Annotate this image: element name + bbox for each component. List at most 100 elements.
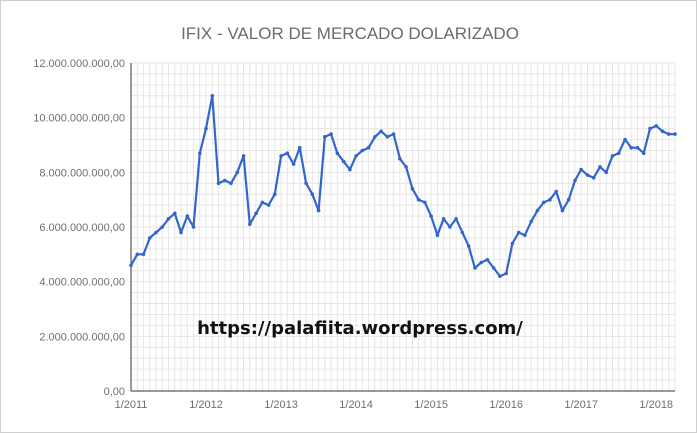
data-point <box>210 94 215 98</box>
data-point <box>416 197 421 202</box>
data-point <box>148 236 152 240</box>
y-tick-label: 2.000.000.000,00 <box>39 331 125 343</box>
data-point <box>579 167 583 172</box>
data-point <box>454 217 458 221</box>
data-point <box>304 181 308 186</box>
data-point <box>410 186 415 191</box>
data-point <box>510 241 515 246</box>
data-point <box>285 151 290 155</box>
data-point <box>291 162 296 166</box>
data-point <box>229 181 233 186</box>
data-point <box>273 192 277 196</box>
data-point <box>379 129 383 134</box>
x-tick-label: 1/2016 <box>489 399 523 411</box>
data-point <box>135 252 140 257</box>
y-tick-label: 12.000.000.000,00 <box>33 58 125 70</box>
x-tick-label: 1/2012 <box>189 399 223 411</box>
data-point <box>260 200 265 205</box>
x-tick-label: 1/2011 <box>115 399 148 411</box>
data-point <box>366 145 371 150</box>
data-point <box>360 148 365 153</box>
y-tick-labels: 0,00 2.000.000.000,00 4.000.000.000,00 6.00… <box>33 58 125 398</box>
data-point <box>673 132 677 136</box>
data-point <box>204 126 208 131</box>
data-point <box>529 219 533 224</box>
x-tick-labels: 1/2011 1/2012 1/2013 1/2014 1/2015 1/2016 1/20… <box>115 399 673 411</box>
data-point <box>548 197 552 202</box>
data-point <box>485 258 490 262</box>
data-point <box>329 132 333 136</box>
data-point <box>541 200 546 205</box>
data-point <box>248 222 252 227</box>
data-point <box>560 208 565 213</box>
x-tick-label: 1/2013 <box>264 399 298 411</box>
series-layer <box>129 94 677 279</box>
data-point <box>460 230 465 235</box>
data-point <box>498 274 502 279</box>
data-point <box>554 189 558 194</box>
data-point <box>198 151 202 155</box>
data-point <box>666 132 671 136</box>
data-point <box>335 151 340 155</box>
data-point <box>129 263 133 268</box>
data-point <box>341 159 346 164</box>
data-point <box>616 151 621 155</box>
data-point <box>241 154 246 158</box>
x-tick-label: 1/2017 <box>564 399 598 411</box>
data-point <box>504 271 509 276</box>
data-point <box>279 154 283 158</box>
data-point <box>623 137 627 142</box>
data-point <box>316 208 321 213</box>
y-tick-label: 6.000.000.000,00 <box>39 222 125 234</box>
y-tick-label: 0,00 <box>104 386 125 398</box>
data-point <box>491 266 496 270</box>
data-point <box>573 178 577 183</box>
data-point <box>354 154 358 158</box>
data-point <box>404 165 408 169</box>
series-line <box>129 94 677 278</box>
data-point <box>216 181 221 186</box>
data-point <box>298 145 302 150</box>
data-point <box>635 145 640 150</box>
grid <box>130 62 676 392</box>
chart-title: IFIX - VALOR DE MERCADO DOLARIZADO <box>181 24 519 43</box>
data-point <box>141 252 146 257</box>
data-point <box>179 230 183 235</box>
data-point <box>641 151 646 155</box>
data-point <box>448 225 452 229</box>
data-point <box>435 233 440 237</box>
data-point <box>166 217 171 221</box>
data-point <box>423 200 427 205</box>
x-tick-label: 1/2014 <box>339 399 373 411</box>
data-point <box>648 126 652 131</box>
data-point <box>473 266 477 270</box>
data-point <box>385 135 390 139</box>
data-point <box>591 176 596 180</box>
x-tick-label: 1/2015 <box>414 399 448 411</box>
data-point <box>629 145 633 150</box>
data-point <box>523 233 527 237</box>
y-tick-label: 8.000.000.000,00 <box>39 167 125 179</box>
data-point <box>585 173 590 177</box>
data-point <box>466 244 471 248</box>
data-point <box>441 217 446 221</box>
axes <box>130 63 675 392</box>
data-point <box>610 154 615 158</box>
data-point <box>266 203 271 207</box>
data-point <box>185 214 190 218</box>
data-point <box>516 230 521 235</box>
y-tick-label: 10.000.000.000,00 <box>33 113 125 125</box>
data-point <box>160 225 165 229</box>
watermark-url: https://palafiita.wordpress.com/ <box>197 318 523 339</box>
data-point <box>373 135 377 139</box>
data-point <box>191 225 196 229</box>
data-point <box>323 135 327 139</box>
x-tick-label: 1/2018 <box>639 399 673 411</box>
data-point <box>391 132 396 136</box>
data-point <box>310 192 315 196</box>
data-point <box>479 260 484 265</box>
data-point <box>660 129 665 134</box>
data-point <box>173 211 177 216</box>
